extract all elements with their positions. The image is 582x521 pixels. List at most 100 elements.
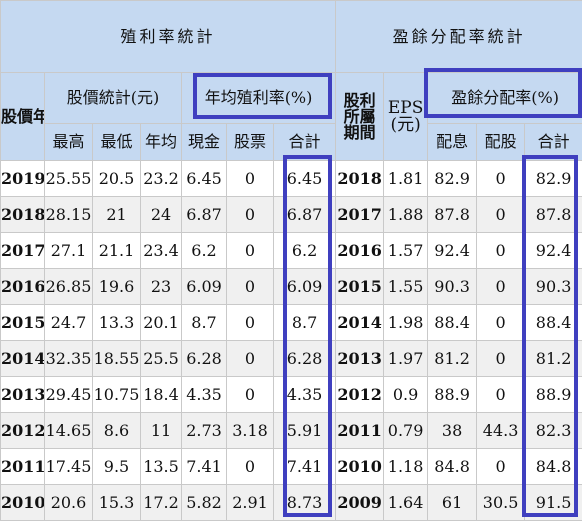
cell-low: 10.75 xyxy=(93,377,141,413)
cell-year: 2019 xyxy=(1,161,45,197)
cell-low: 20.5 xyxy=(93,161,141,197)
cell-cash: 7.41 xyxy=(182,449,227,485)
col-high-header: 最高 xyxy=(45,124,93,161)
cell-cash-payout: 61 xyxy=(428,485,477,521)
cell-year: 2017 xyxy=(1,233,45,269)
cell-total-payout: 88.9 xyxy=(525,377,582,413)
cell-cash-payout: 90.3 xyxy=(428,269,477,305)
cell-avg: 25.5 xyxy=(141,341,182,377)
cell-stock-payout: 0 xyxy=(477,161,525,197)
cell-period: 2018 xyxy=(336,161,384,197)
col-stock-header: 股票 xyxy=(227,124,274,161)
cell-period: 2016 xyxy=(336,233,384,269)
cell-avg: 11 xyxy=(141,413,182,449)
price-stats-header: 股價統計(元) xyxy=(45,73,182,124)
cell-stock-payout: 0 xyxy=(477,233,525,269)
payout-ratio-title: 盈餘分配率統計 xyxy=(336,1,582,73)
cell-high: 20.6 xyxy=(45,485,93,521)
stock-price-year-header: 股價年度 xyxy=(1,73,45,161)
cell-total: 5.91 xyxy=(274,413,336,449)
cell-high: 26.85 xyxy=(45,269,93,305)
cell-total: 4.35 xyxy=(274,377,336,413)
cell-avg: 18.4 xyxy=(141,377,182,413)
cell-year: 2012 xyxy=(1,413,45,449)
cell-stock: 0 xyxy=(227,377,274,413)
cell-total-payout: 82.3 xyxy=(525,413,582,449)
cell-low: 19.6 xyxy=(93,269,141,305)
cell-total: 6.45 xyxy=(274,161,336,197)
cell-stock-payout: 44.3 xyxy=(477,413,525,449)
eps-header: EPS(元) xyxy=(384,73,428,161)
cell-stock-payout: 0 xyxy=(477,269,525,305)
cell-total: 8.73 xyxy=(274,485,336,521)
cell-period: 2017 xyxy=(336,197,384,233)
cell-period: 2015 xyxy=(336,269,384,305)
cell-year: 2014 xyxy=(1,341,45,377)
cell-stock-payout: 0 xyxy=(477,449,525,485)
cell-year: 2010 xyxy=(1,485,45,521)
cell-stock: 0 xyxy=(227,269,274,305)
cell-low: 21.1 xyxy=(93,233,141,269)
cell-cash: 6.45 xyxy=(182,161,227,197)
cell-year: 2016 xyxy=(1,269,45,305)
cell-cash: 5.82 xyxy=(182,485,227,521)
cell-total-payout: 88.4 xyxy=(525,305,582,341)
cell-total-payout: 84.8 xyxy=(525,449,582,485)
cell-avg: 17.2 xyxy=(141,485,182,521)
cell-eps: 1.64 xyxy=(384,485,428,521)
cell-cash: 4.35 xyxy=(182,377,227,413)
cell-eps: 1.18 xyxy=(384,449,428,485)
cell-high: 14.65 xyxy=(45,413,93,449)
cell-period: 2013 xyxy=(336,341,384,377)
cell-period: 2011 xyxy=(336,413,384,449)
cell-total-payout: 92.4 xyxy=(525,233,582,269)
cell-total-payout: 91.5 xyxy=(525,485,582,521)
avg-yield-header: 年均殖利率(%) xyxy=(182,73,336,124)
cell-cash: 6.09 xyxy=(182,269,227,305)
col-stock-payout-header: 配股 xyxy=(477,124,525,161)
cell-cash-payout: 81.2 xyxy=(428,341,477,377)
cell-stock: 0 xyxy=(227,161,274,197)
payout-ratio-header: 盈餘分配率(%) xyxy=(428,73,582,124)
cell-stock-payout: 0 xyxy=(477,341,525,377)
col-avg-header: 年均 xyxy=(141,124,182,161)
cell-low: 13.3 xyxy=(93,305,141,341)
cell-stock: 0 xyxy=(227,233,274,269)
cell-avg: 13.5 xyxy=(141,449,182,485)
cell-year: 2018 xyxy=(1,197,45,233)
cell-eps: 1.57 xyxy=(384,233,428,269)
cell-year: 2011 xyxy=(1,449,45,485)
cell-high: 32.35 xyxy=(45,341,93,377)
cell-cash-payout: 92.4 xyxy=(428,233,477,269)
cell-total: 6.09 xyxy=(274,269,336,305)
cell-cash-payout: 38 xyxy=(428,413,477,449)
cell-eps: 1.98 xyxy=(384,305,428,341)
cell-high: 28.15 xyxy=(45,197,93,233)
cell-high: 17.45 xyxy=(45,449,93,485)
cell-stock: 3.18 xyxy=(227,413,274,449)
cell-avg: 20.1 xyxy=(141,305,182,341)
cell-total-payout: 87.8 xyxy=(525,197,582,233)
cell-eps: 1.55 xyxy=(384,269,428,305)
cell-high: 27.1 xyxy=(45,233,93,269)
cell-cash: 6.2 xyxy=(182,233,227,269)
cell-stock-payout: 0 xyxy=(477,377,525,413)
cell-total-payout: 81.2 xyxy=(525,341,582,377)
cell-cash-payout: 88.4 xyxy=(428,305,477,341)
cell-low: 15.3 xyxy=(93,485,141,521)
cell-stock-payout: 0 xyxy=(477,197,525,233)
cell-total: 7.41 xyxy=(274,449,336,485)
cell-total: 6.87 xyxy=(274,197,336,233)
cell-stock: 0 xyxy=(227,341,274,377)
cell-stock: 0 xyxy=(227,305,274,341)
cell-total: 6.2 xyxy=(274,233,336,269)
